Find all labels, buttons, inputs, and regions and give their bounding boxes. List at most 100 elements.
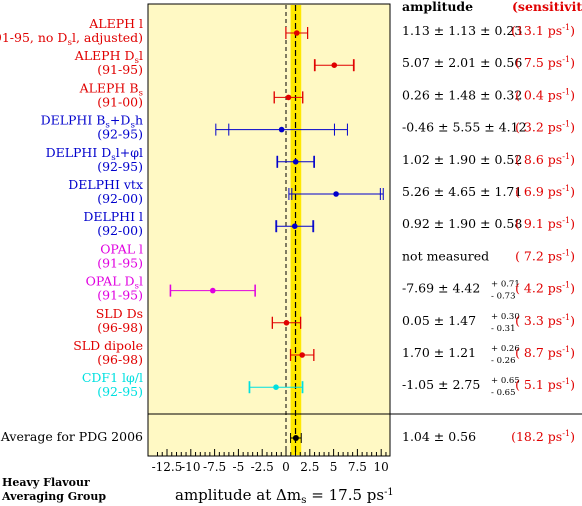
amplitude-text-0: 1.13 ± 1.13 ± 0.23 <box>402 23 522 38</box>
label-8: OPAL Dsl <box>86 274 143 292</box>
footer-line-1: Heavy Flavour <box>2 476 90 489</box>
measurement-6 <box>275 220 315 233</box>
tick-label-7: 5 <box>330 460 338 474</box>
measurement-0 <box>285 27 309 39</box>
amplitude-text-6: 0.92 ± 1.90 ± 0.58 <box>402 216 522 231</box>
syst-up-8: + 0.71 <box>491 280 520 290</box>
reference-lines <box>285 5 297 455</box>
measurement-5 <box>288 188 384 200</box>
footer-line-2: Averaging Group <box>1 490 106 503</box>
syst-up-9: + 0.30 <box>491 312 520 322</box>
syst-down-8: - 0.73 <box>491 292 516 302</box>
label-11: CDF1 lφ/l <box>82 370 143 385</box>
tick-label-2: -7.5 <box>203 460 226 474</box>
average-point <box>292 435 299 441</box>
amplitude-text-2: 0.26 ± 1.48 ± 0.32 <box>402 87 522 102</box>
measurement-9 <box>271 316 302 329</box>
amplitude-text-11: -1.05 ± 2.75 <box>402 377 480 392</box>
sensitivity-text-0: (13.1 ps-1) <box>511 22 575 38</box>
label-7: OPAL l <box>100 241 143 256</box>
label-period-9: (96-98) <box>97 320 143 335</box>
label-9: SLD Ds <box>96 306 143 321</box>
label-0: ALEPH l <box>88 16 143 31</box>
data-point <box>299 352 305 358</box>
label-period-1: (91-95) <box>97 62 143 77</box>
label-period-2: (91-00) <box>97 94 143 109</box>
sensitivity-header: (sensitivity) <box>512 0 582 14</box>
sensitivity-text-7: ( 7.2 ps-1) <box>515 247 575 263</box>
amplitude-header: amplitude <box>402 0 473 14</box>
label-6: DELPHI l <box>83 209 143 224</box>
tick-label-9: 10 <box>374 460 389 474</box>
label-period-4: (92-95) <box>97 159 143 174</box>
measurement-3 <box>215 123 348 136</box>
label-period-10: (96-98) <box>97 352 143 367</box>
sensitivity-text-6: ( 9.1 ps-1) <box>515 215 575 231</box>
data-point <box>278 126 285 133</box>
label-10: SLD dipole <box>73 338 143 353</box>
amplitude-values: 1.13 ± 1.13 ± 0.23(13.1 ps-1) 5.07 ± 2.01… <box>402 22 575 444</box>
label-period-8: (91-95) <box>97 288 143 303</box>
measurement-2 <box>273 91 304 104</box>
tick-label-0: -12.5 <box>152 460 183 474</box>
sensitivity-text-3: ( 3.2 ps-1) <box>515 119 575 135</box>
data-point <box>331 62 338 68</box>
data-point <box>333 191 339 197</box>
x-axis-title: amplitude at Δms = 17.5 ps-1 <box>175 486 394 506</box>
data-point <box>291 223 298 229</box>
label-period-5: (92-00) <box>97 191 143 206</box>
syst-up-10: + 0.26 <box>491 344 520 354</box>
tick-label-6: 2.5 <box>300 460 319 474</box>
measurement-8 <box>169 284 256 297</box>
syst-down-9: - 0.31 <box>491 324 516 334</box>
tick-label-5: 0 <box>282 460 290 474</box>
average-mark <box>290 433 302 443</box>
measurement-11 <box>248 381 304 394</box>
label-period-11: (92-95) <box>97 384 143 399</box>
data-point <box>285 94 292 101</box>
measurement-4 <box>276 155 315 168</box>
measurement-marks <box>169 27 384 443</box>
data-point <box>209 287 216 294</box>
label-1: ALEPH Dsl <box>74 48 143 66</box>
x-axis: -12.5-10 -7.5 -5 -2.5 0 2.5 5 7.5 10 amplitude at… <box>152 449 394 506</box>
sensitivity-text-10: ( 8.7 ps-1) <box>515 344 575 360</box>
label-period-0: (91-95, no Dsl, adjusted) <box>0 30 143 48</box>
label-period-6: (92-00) <box>97 223 143 238</box>
amplitude-text-9: 0.05 ± 1.47 <box>402 313 476 328</box>
amplitude-text-7: not measured <box>402 248 489 263</box>
syst-up-11: + 0.65 <box>491 376 520 386</box>
tick-label-3: -5 <box>233 460 245 474</box>
sensitivity-text-2: ( 0.4 ps-1) <box>515 86 575 102</box>
amplitude-text-5: 5.26 ± 4.65 ± 1.71 <box>402 184 522 199</box>
sensitivity-text-1: ( 7.5 ps-1) <box>515 54 575 70</box>
label-period-7: (91-95) <box>97 255 143 270</box>
data-point <box>292 159 299 165</box>
amplitude-text-10: 1.70 ± 1.21 <box>402 345 476 360</box>
label-3: DELPHI Bs+Dsh <box>41 113 143 131</box>
measurement-1 <box>313 59 355 72</box>
syst-down-10: - 0.26 <box>491 356 516 366</box>
sensitivity-text-5: ( 6.9 ps-1) <box>515 183 575 199</box>
label-period-3: (92-95) <box>97 127 143 142</box>
data-point <box>273 384 279 391</box>
average-amplitude-text: 1.04 ± 0.56 <box>402 429 476 444</box>
tick-label-4: -2.5 <box>251 460 274 474</box>
amplitude-text-3: -0.46 ± 5.55 ± 4.12 <box>402 120 527 135</box>
plot-background <box>147 3 391 457</box>
amplitude-text-1: 5.07 ± 2.01 ± 0.56 <box>402 55 522 70</box>
measurement-labels: ALEPH l(91-95, no Dsl, adjusted)ALEPH Ds… <box>0 16 144 444</box>
sensitivity-text-11: ( 5.1 ps-1) <box>515 376 575 392</box>
label-4: DELPHI Dsl+φl <box>46 145 143 163</box>
average-sensitivity-text: (18.2 ps-1) <box>511 428 575 444</box>
amplitude-text-4: 1.02 ± 1.90 ± 0.52 <box>402 152 522 167</box>
tick-label-8: 7.5 <box>348 460 367 474</box>
syst-down-11: - 0.65 <box>491 388 516 398</box>
average-label: Average for PDG 2006 <box>0 429 143 444</box>
tick-label-1: -10 <box>181 460 200 474</box>
data-point <box>283 320 290 326</box>
label-5: DELPHI vtx <box>68 177 143 192</box>
amplitude-text-8: -7.69 ± 4.42 <box>402 281 480 296</box>
sensitivity-text-8: ( 4.2 ps-1) <box>515 280 575 296</box>
